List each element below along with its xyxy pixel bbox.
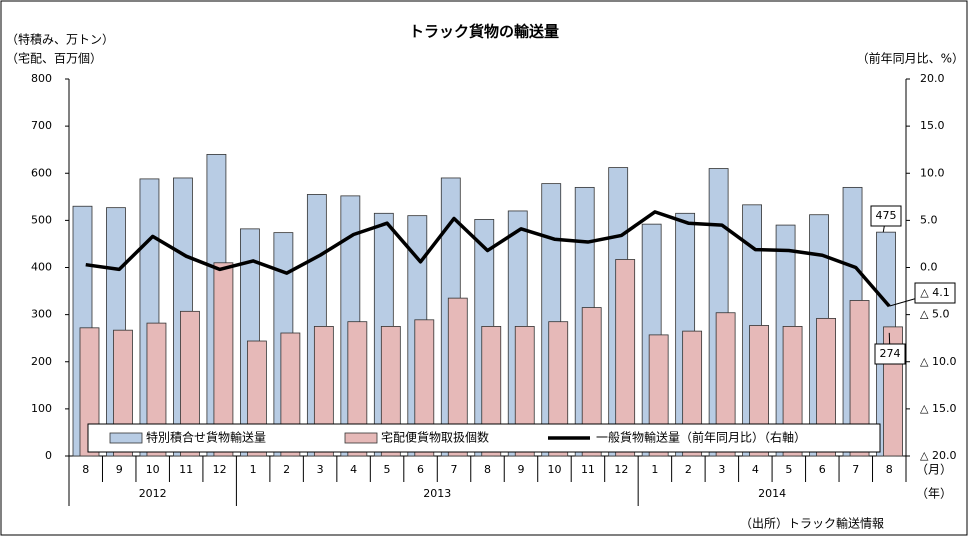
bar: [715, 312, 736, 457]
bar: [447, 297, 468, 457]
year-label: 2013: [423, 487, 451, 500]
x-unit: （年）: [916, 487, 952, 501]
x-tick-label: 5: [785, 463, 792, 476]
x-tick-label: 7: [852, 463, 859, 476]
y2-tick-label: △ 10.0: [920, 355, 956, 368]
x-tick-label: 9: [116, 463, 123, 476]
bar: [849, 300, 870, 457]
source: （出所）トラック輸送情報: [740, 516, 884, 531]
x-tick-label: 3: [317, 463, 324, 476]
data-label: 274: [880, 347, 901, 360]
bar: [548, 321, 569, 457]
y2-tick-label: 10.0: [920, 166, 945, 179]
x-tick-label: 8: [484, 463, 491, 476]
label-box: [874, 343, 906, 365]
legend-label: 一般貨物輸送量（前年同月比）（右軸）: [596, 430, 806, 445]
bar: [816, 317, 836, 457]
year-label: 2012: [139, 487, 167, 500]
data-label: 475: [876, 209, 897, 222]
legend-swatch: [344, 432, 378, 444]
y-tick-label: 200: [31, 355, 52, 368]
line: [85, 210, 891, 308]
y-tick-label: 400: [31, 261, 52, 274]
x-tick-label: 2: [685, 463, 692, 476]
x-tick-label: 1: [651, 463, 658, 476]
y-axis-label: （宅配、百万個）: [6, 51, 102, 66]
bar: [180, 310, 200, 457]
y2-tick-label: 20.0: [920, 72, 945, 85]
y2-tick-label: 0.0: [920, 261, 938, 274]
label-box: [914, 282, 956, 304]
x-tick-label: 11: [179, 463, 193, 476]
x-unit: （月）: [916, 463, 952, 477]
y-tick-label: 300: [31, 308, 52, 321]
y2-tick-label: 15.0: [920, 119, 945, 132]
x-tick-label: 1: [250, 463, 257, 476]
bar: [146, 322, 167, 457]
legend-swatch: [109, 432, 143, 444]
x-tick-label: 9: [517, 463, 524, 476]
y2-tick-label: △ 15.0: [920, 402, 956, 415]
x-tick-label: 3: [718, 463, 725, 476]
x-tick-label: 8: [82, 463, 89, 476]
y2-tick-label: △ 20.0: [920, 449, 956, 462]
y2-axis-label: （前年同月比、%）: [857, 51, 964, 66]
y-axis-label: （特積み、万トン）: [6, 32, 114, 47]
bar: [213, 262, 234, 457]
data-label: △ 4.1: [920, 286, 949, 299]
legend-label: 特別積合せ貨物輸送量: [146, 430, 266, 445]
x-tick-label: 10: [146, 463, 160, 476]
x-tick-label: 2: [283, 463, 290, 476]
y2-tick-label: 5.0: [920, 213, 938, 226]
x-tick-label: 10: [547, 463, 561, 476]
x-tick-label: 12: [213, 463, 227, 476]
y-tick-label: 700: [31, 119, 52, 132]
x-tick-label: 11: [581, 463, 595, 476]
bar: [414, 319, 435, 457]
y2-tick-label: △ 5.0: [920, 308, 949, 321]
y-tick-label: 600: [31, 166, 52, 179]
y-tick-label: 0: [45, 449, 52, 462]
year-label: 2014: [758, 487, 786, 500]
bar: [581, 307, 602, 457]
bar: [347, 321, 368, 457]
y-tick-label: 800: [31, 72, 52, 85]
x-tick-label: 6: [417, 463, 424, 476]
x-tick-label: 4: [350, 463, 357, 476]
chart-title: トラック貨物の輸送量: [409, 23, 559, 41]
x-tick-label: 5: [384, 463, 391, 476]
y-tick-label: 100: [31, 402, 52, 415]
bar: [615, 259, 636, 457]
y-tick-label: 500: [31, 213, 52, 226]
x-tick-label: 6: [819, 463, 826, 476]
x-tick-label: 8: [886, 463, 893, 476]
bar: [749, 325, 769, 457]
label-box: [870, 205, 902, 227]
x-tick-label: 7: [451, 463, 458, 476]
legend-box: [87, 423, 881, 453]
legend-label: 宅配便貨物取扱個数: [381, 430, 489, 445]
x-tick-label: 12: [614, 463, 628, 476]
x-tick-label: 4: [752, 463, 759, 476]
